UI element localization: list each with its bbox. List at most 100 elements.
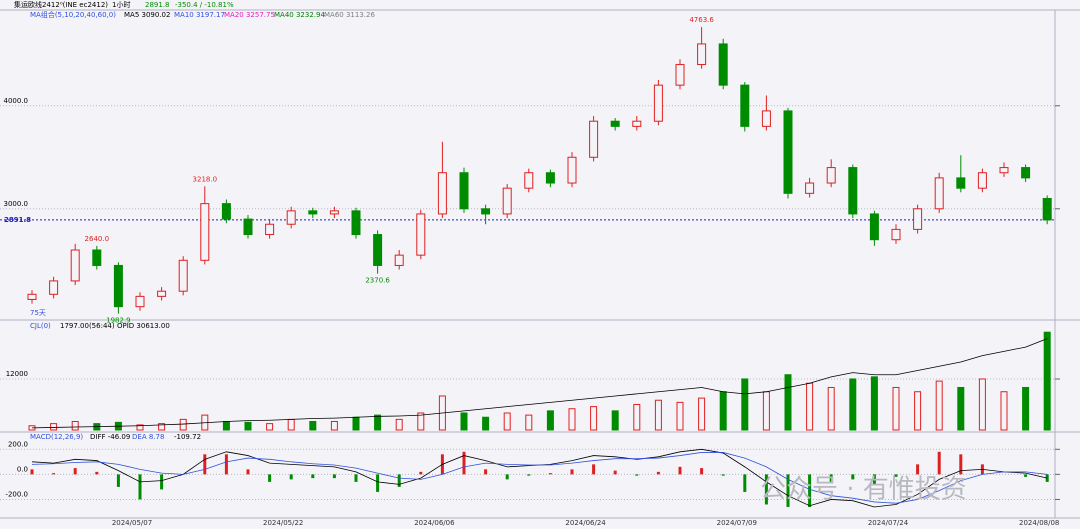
candle-body xyxy=(481,208,491,215)
ma-legend: MA60 3113.26 xyxy=(324,11,375,19)
candle-body xyxy=(934,177,944,210)
volume-bar xyxy=(698,397,706,431)
candle-body xyxy=(459,172,469,210)
candle-body xyxy=(913,208,923,230)
volume-bar xyxy=(266,423,274,431)
candle-body xyxy=(653,84,663,122)
candle-body xyxy=(1021,167,1031,179)
ma-legend: MA10 3197.17 xyxy=(174,11,225,19)
volume-bar xyxy=(590,406,598,431)
y-tick-label: 200.0 xyxy=(8,440,28,448)
volume-title: CJL(0) xyxy=(30,322,51,330)
ma-legend: MA5 3090.02 xyxy=(124,11,170,19)
candle-body xyxy=(351,210,361,236)
volume-bar xyxy=(330,420,338,431)
open-interest-line xyxy=(31,338,1048,429)
annotation: 2370.6 xyxy=(365,277,390,285)
candle-body xyxy=(869,213,879,241)
volume-bar xyxy=(50,423,58,431)
volume-bar xyxy=(374,414,382,431)
y-tick-label: -200.0 xyxy=(5,490,28,498)
candle-body xyxy=(221,203,231,220)
annotation: 4763.6 xyxy=(689,16,714,24)
volume-bar xyxy=(71,420,79,431)
ma-legend: MA20 3257.75 xyxy=(224,11,275,19)
volume-bar xyxy=(395,418,403,431)
candle-body xyxy=(373,234,383,266)
volume-bar xyxy=(222,420,230,431)
volume-bar xyxy=(892,386,900,431)
volume-bar xyxy=(525,414,533,431)
volume-bar xyxy=(827,386,835,431)
volume-bar xyxy=(1000,391,1008,431)
volume-bar xyxy=(568,408,576,431)
volume-bar xyxy=(914,391,922,431)
x-tick-label: 2024/08/08 xyxy=(1019,519,1059,527)
candle-body xyxy=(567,156,577,184)
candle-body xyxy=(826,167,836,184)
volume-bar xyxy=(417,412,425,431)
volume-bar xyxy=(870,376,878,431)
macd-legend: -109.72 xyxy=(174,433,201,441)
volume-bar xyxy=(482,416,490,431)
candle-body xyxy=(718,43,728,86)
volume-bar xyxy=(633,403,641,431)
x-tick-label: 2024/06/06 xyxy=(414,519,455,527)
candle-body xyxy=(956,177,966,189)
volume-bar xyxy=(654,399,662,431)
macd-legend: DIFF -46.09 xyxy=(90,433,130,441)
volume-bar xyxy=(1022,386,1030,431)
candle-body xyxy=(200,203,210,261)
volume-bar xyxy=(784,374,792,431)
annotation: 3218.0 xyxy=(193,175,218,183)
annotation: 2640.0 xyxy=(85,235,110,243)
candle-body xyxy=(589,120,599,158)
volume-bar xyxy=(957,386,965,431)
x-tick-label: 2024/05/07 xyxy=(112,519,152,527)
candle-body xyxy=(70,249,80,282)
candle-body xyxy=(783,110,793,194)
volume-bar xyxy=(179,418,187,431)
volume-bar xyxy=(309,420,317,431)
candle-body xyxy=(848,167,858,215)
candle-body xyxy=(675,64,685,86)
candle-body xyxy=(805,182,815,194)
price-label: 2891.8 xyxy=(4,216,31,224)
ma-title: MA组合(5,10,20,40,60,0) xyxy=(30,10,116,19)
change: -350.4 / -10.81% xyxy=(175,1,234,9)
candle-body xyxy=(329,210,339,215)
volume-bar xyxy=(806,382,814,431)
y-tick-label: 12000 xyxy=(6,370,28,378)
candle-body xyxy=(416,213,426,256)
candle-body xyxy=(135,295,145,308)
volume-bar xyxy=(935,380,943,431)
candle-body xyxy=(92,249,102,266)
volume-bar xyxy=(719,391,727,431)
annotation: 1982.9 xyxy=(106,317,131,325)
volume-bar xyxy=(1043,331,1051,431)
volume-bar xyxy=(460,412,468,431)
x-tick-label: 2024/07/24 xyxy=(868,519,909,527)
candle-body xyxy=(286,210,296,225)
candle-body xyxy=(740,84,750,127)
candle-body xyxy=(1042,197,1052,221)
candle-body xyxy=(394,254,404,266)
ma-legend: MA40 3232.94 xyxy=(274,11,325,19)
candle-body xyxy=(502,187,512,215)
candle-body xyxy=(545,172,555,184)
symbol: 集运欧线2412⁰(INE ec2412) xyxy=(14,0,108,9)
candle-body xyxy=(610,120,620,127)
candle-body xyxy=(243,218,253,236)
y-tick-label: 0.0 xyxy=(17,465,28,473)
volume-bar xyxy=(503,412,511,431)
macd-title: MACD(12,26,9) xyxy=(30,433,83,441)
x-tick-label: 2024/05/22 xyxy=(263,519,303,527)
candle-body xyxy=(977,172,987,189)
volume-bar xyxy=(158,423,166,431)
volume-legend: 1797.00(56:44) xyxy=(60,322,115,330)
y-tick-label: 3000.0 xyxy=(4,200,29,208)
watermark: 公众号 · 有惟投资 xyxy=(760,475,967,505)
candle-body xyxy=(891,228,901,241)
candle-body xyxy=(113,264,123,308)
